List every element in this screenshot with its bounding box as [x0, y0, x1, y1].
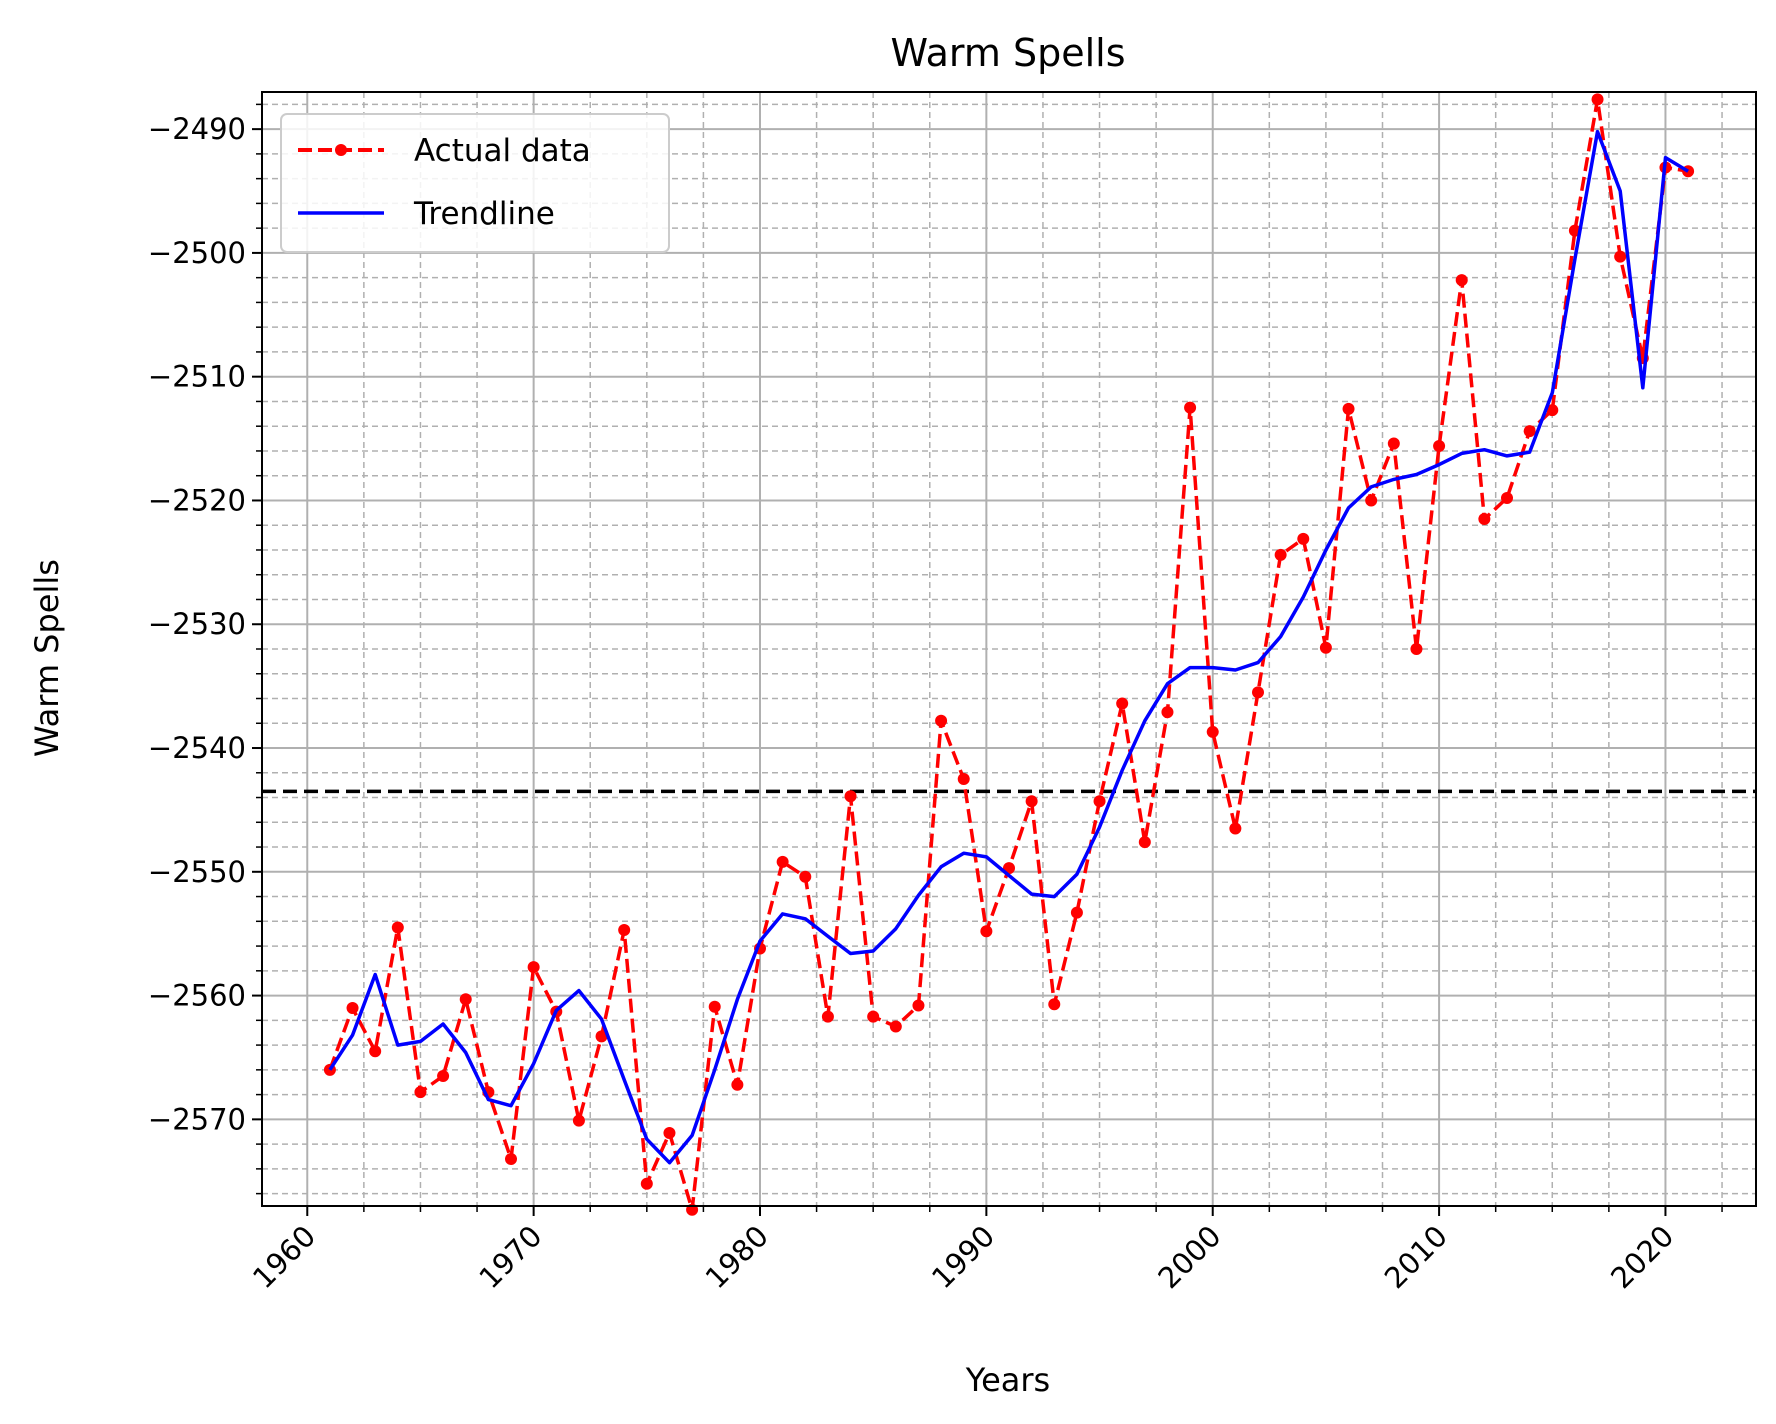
data-point-actual	[821, 1010, 834, 1023]
legend: Actual data Trendline	[280, 113, 670, 253]
data-point-actual	[776, 855, 789, 868]
y-tick-label: −2520	[148, 483, 246, 517]
data-point-actual	[1319, 641, 1332, 654]
data-point-actual	[731, 1078, 744, 1091]
data-point-actual	[437, 1070, 450, 1083]
data-point-actual	[346, 1001, 359, 1014]
data-point-actual	[1229, 822, 1242, 835]
data-point-actual	[1297, 532, 1310, 545]
data-point-actual	[640, 1177, 653, 1190]
data-point-actual	[572, 1114, 585, 1127]
y-tick-label: −2550	[148, 855, 246, 889]
data-point-actual	[1455, 274, 1468, 287]
y-tick-label: −2540	[148, 731, 246, 765]
data-point-actual	[1478, 513, 1491, 526]
data-point-actual	[708, 1000, 721, 1013]
data-point-actual	[1070, 906, 1083, 919]
data-point-actual	[663, 1126, 676, 1139]
series-line-trendline	[328, 129, 1690, 1165]
data-point-actual	[935, 714, 948, 727]
data-point-actual	[1048, 998, 1061, 1011]
data-point-actual	[1342, 402, 1355, 415]
series-layer	[323, 93, 1695, 1216]
data-point-actual	[1614, 250, 1627, 263]
data-point-actual	[369, 1045, 382, 1058]
data-point-actual	[1252, 686, 1264, 699]
legend-label-trendline: Trendline	[413, 196, 555, 232]
data-point-actual	[1410, 643, 1423, 655]
data-point-actual	[1093, 795, 1106, 808]
legend-marker-actual-data	[335, 144, 347, 156]
data-point-actual	[1161, 706, 1174, 719]
data-point-actual	[1433, 440, 1446, 453]
data-point-actual	[1138, 836, 1151, 849]
legend-entry-trendline: Trendline	[298, 196, 555, 232]
data-point-actual	[1546, 404, 1559, 417]
data-point-actual	[1591, 93, 1604, 106]
data-point-actual	[980, 925, 993, 938]
data-point-actual	[889, 1020, 902, 1033]
data-point-actual	[957, 772, 970, 785]
data-point-actual	[459, 993, 472, 1006]
data-point-actual	[844, 790, 857, 803]
data-point-actual	[1184, 401, 1197, 414]
data-point-actual	[1523, 425, 1536, 438]
y-tick-label: −2500	[148, 236, 246, 270]
data-point-actual	[912, 999, 925, 1012]
data-point-actual	[1365, 494, 1378, 507]
x-axis-title: Years	[965, 1361, 1050, 1399]
minor-grid	[262, 92, 1756, 1206]
data-point-actual	[1206, 725, 1219, 738]
data-point-actual	[527, 961, 540, 974]
data-point-actual	[799, 870, 812, 883]
data-point-actual	[414, 1086, 427, 1099]
chart-title: Warm Spells	[890, 31, 1125, 75]
data-point-actual	[618, 923, 631, 936]
data-point-actual	[1274, 548, 1287, 561]
data-point-actual	[391, 921, 404, 934]
data-point-actual	[595, 1030, 608, 1043]
legend-label-actual-data: Actual data	[414, 133, 591, 169]
legend-entry-actual-data: Actual data	[298, 133, 591, 169]
y-tick-label: −2570	[148, 1102, 246, 1136]
y-axis-title: Warm Spells	[28, 559, 66, 757]
data-point-actual	[867, 1010, 880, 1023]
y-tick-label: −2560	[148, 979, 246, 1013]
y-tick-label: −2510	[148, 360, 246, 394]
data-point-actual	[1501, 491, 1513, 504]
y-tick-label: −2490	[148, 112, 246, 146]
y-tick-label: −2530	[148, 607, 246, 641]
data-point-actual	[505, 1152, 517, 1165]
data-point-actual	[1025, 795, 1038, 808]
data-point-actual	[1387, 437, 1400, 450]
data-point-actual	[1116, 697, 1129, 710]
